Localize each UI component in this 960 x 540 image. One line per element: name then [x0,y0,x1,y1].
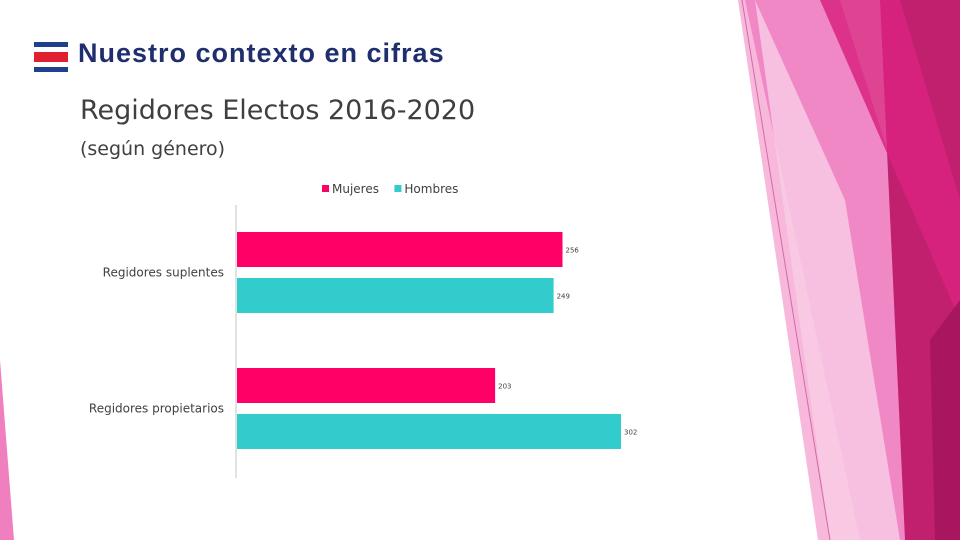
category-label: Regidores suplentes [103,266,224,280]
bar [237,232,563,267]
bar [237,368,496,403]
decor-line [741,0,831,540]
costa-rica-flag-icon [34,42,68,72]
legend-label: Mujeres [332,182,379,196]
data-label: 249 [557,293,570,301]
legend-swatch [322,185,329,192]
decor-shape-magenta [820,0,960,320]
data-label: 203 [498,383,511,391]
left-pink-strip [0,360,14,540]
data-label: 256 [566,247,580,255]
data-label: 302 [624,429,637,437]
bar [237,414,621,449]
category-label: Regidores propietarios [89,402,224,416]
legend-label: Hombres [404,182,458,196]
chart-subtitle: (según género) [80,138,226,160]
decor-shape-right [930,300,960,540]
legend-swatch [394,185,402,192]
chart-title: Regidores Electos 2016-2020 [80,95,476,126]
slide-title: Nuestro contexto en cifras [78,38,445,68]
bar [237,278,554,313]
decor-shape-pale [755,0,900,540]
